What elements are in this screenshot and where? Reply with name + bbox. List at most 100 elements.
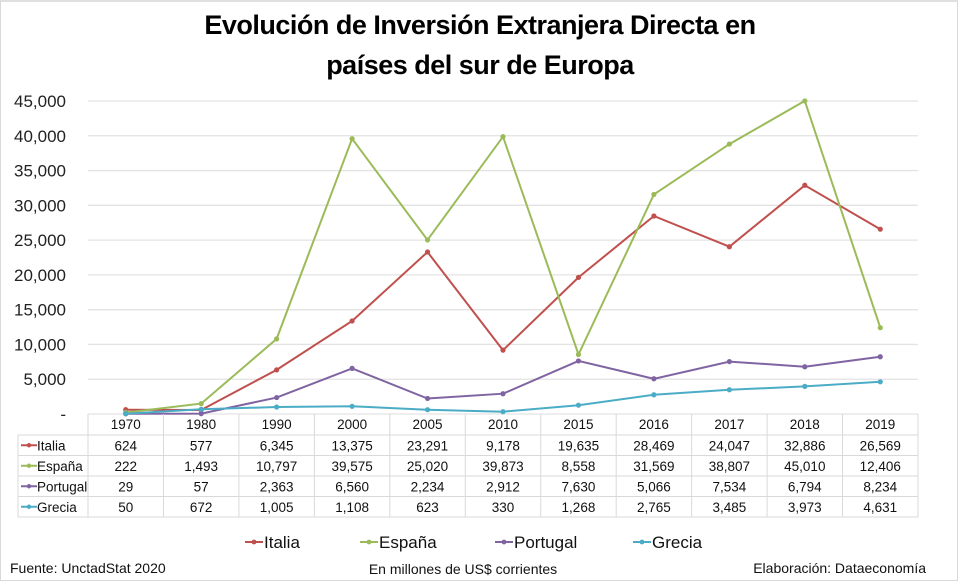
data-point: [877, 354, 883, 360]
legend-label: Grecia: [652, 533, 703, 552]
series-line: [125, 380, 881, 415]
table-cell: 19,635: [558, 438, 599, 453]
data-point: [802, 182, 808, 188]
table-cell: 2,912: [486, 479, 520, 494]
x-category-label: 2010: [488, 417, 518, 432]
chart-title-line-1: Evolución de Inversión Extranjera Direct…: [204, 10, 756, 40]
data-point: [877, 226, 883, 232]
table-cell: 39,873: [482, 459, 523, 474]
legend: Italia España Portugal Grecia: [245, 533, 703, 552]
data-point: [500, 391, 506, 397]
data-point: [726, 358, 732, 365]
table-cell: 57: [194, 479, 209, 494]
legend-label: Portugal: [514, 533, 577, 552]
table-cell: 577: [190, 438, 213, 453]
data-point: [349, 318, 355, 324]
data-table: 1970 1980 1990 2000 2005 2010 2015 2016 2017 2018…: [17, 414, 919, 518]
data-point: [726, 387, 732, 393]
x-category-label: 2000: [337, 417, 367, 432]
y-tick-label: 15,000: [14, 301, 66, 320]
series-españa: [123, 98, 883, 416]
series-key-marker: [26, 463, 32, 468]
table-cell: 2,363: [260, 479, 294, 494]
table-cell: 4,631: [863, 500, 897, 515]
table-cell: 7,534: [712, 479, 746, 494]
data-point: [575, 402, 582, 408]
data-point: [651, 213, 657, 219]
table-row-label: Portugal: [37, 479, 87, 494]
legend-key-marker: [366, 539, 372, 545]
data-point: [500, 409, 506, 415]
series-grecia: [123, 379, 883, 417]
footer: Fuente: UnctadStat 2020 En millones de U…: [10, 560, 926, 577]
data-point: [802, 364, 808, 370]
data-point: [424, 395, 431, 402]
x-category-label: 2005: [413, 417, 443, 432]
data-point: [651, 376, 657, 382]
table-cell: 13,375: [331, 438, 372, 453]
table-cell: 2,234: [411, 479, 445, 494]
series-portugal: [123, 354, 883, 417]
y-tick-label: 35,000: [14, 162, 66, 181]
series-key-marker: [26, 484, 32, 489]
data-point: [424, 237, 431, 243]
data-point: [575, 351, 582, 358]
table-cell: 623: [416, 500, 439, 515]
table-cell: 24,047: [709, 438, 750, 453]
table-cell: 25,020: [407, 459, 448, 474]
data-point: [877, 379, 883, 385]
data-point: [349, 136, 355, 142]
gridlines: [88, 100, 918, 415]
data-point: [424, 249, 431, 255]
legend-item-grecia: Grecia: [633, 533, 703, 552]
data-point: [349, 365, 355, 371]
data-point: [349, 403, 355, 409]
table-row: Grecia 50 672 1,005 1,108 623 330 1,268 2,765 3,4…: [21, 500, 897, 515]
data-point: [123, 411, 129, 417]
series-line: [125, 99, 882, 414]
table-cell: 1,268: [562, 500, 596, 515]
data-point: [802, 383, 808, 389]
legend-label: Italia: [264, 533, 300, 552]
table-row: España 222 1,493 10,797 39,575 25,020 39,873 8,…: [21, 459, 901, 474]
data-point: [198, 401, 204, 407]
source-note: Fuente: UnctadStat 2020: [10, 560, 166, 576]
table-cell: 50: [118, 500, 133, 515]
series-italia: [123, 182, 883, 413]
table-row: Italia 624 577 6,345 13,375 23,291 9,178 19,635…: [21, 438, 901, 453]
y-tick-label: 10,000: [14, 335, 66, 354]
table-cell: 1,493: [184, 459, 218, 474]
y-tick-label: 40,000: [14, 127, 66, 146]
table-cell: 6,345: [260, 438, 294, 453]
y-tick-label: 20,000: [14, 266, 66, 285]
table-cell: 3,973: [788, 500, 822, 515]
series-line: [125, 184, 881, 412]
data-point: [500, 347, 506, 353]
units-note: En millones de US$ corrientes: [369, 561, 557, 577]
legend-item-portugal: Portugal: [495, 533, 577, 552]
y-tick-label: -: [60, 405, 66, 424]
data-point: [424, 407, 431, 413]
data-point: [802, 98, 808, 104]
data-point: [726, 244, 732, 250]
data-point: [500, 134, 506, 140]
table-cell: 5,066: [637, 479, 671, 494]
table-cell: 8,558: [562, 459, 596, 474]
data-point: [575, 358, 582, 364]
table-cell: 1,108: [335, 500, 369, 515]
data-point: [651, 392, 657, 398]
legend-label: España: [379, 533, 437, 552]
data-point: [274, 367, 280, 373]
table-cell: 23,291: [407, 438, 448, 453]
data-point: [726, 141, 732, 147]
data-point: [651, 191, 657, 198]
table-cell: 8,234: [863, 479, 897, 494]
data-point: [274, 394, 280, 401]
legend-item-italia: Italia: [245, 533, 300, 552]
table-cell: 624: [114, 438, 137, 453]
data-point: [198, 406, 204, 412]
y-tick-label: 25,000: [14, 231, 66, 250]
data-point: [198, 411, 204, 417]
table-row-label: Italia: [37, 438, 66, 453]
